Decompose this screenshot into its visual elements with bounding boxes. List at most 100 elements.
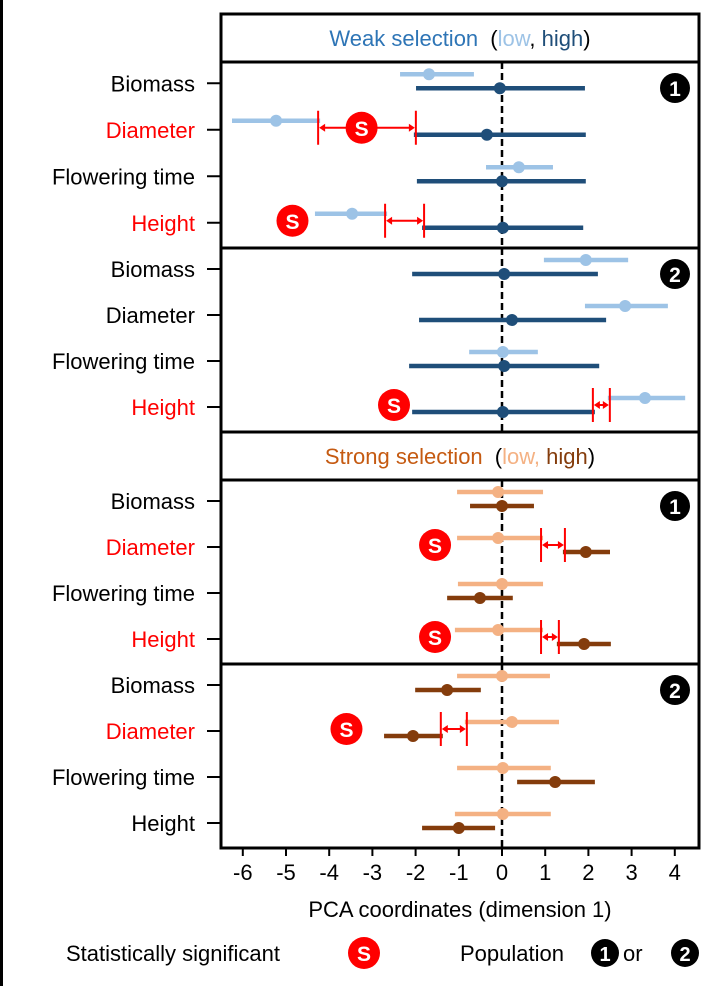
low-mean-point [505, 716, 518, 728]
high-mean-point [549, 776, 562, 788]
significance-marker-text: S [285, 211, 299, 234]
low-mean-point [492, 624, 505, 636]
high-mean-point [496, 406, 509, 418]
low-mean-point [496, 762, 509, 774]
population-badge [660, 259, 690, 289]
gap-arrowhead-right [408, 123, 415, 132]
trait-row-biomass: Biomass [111, 670, 550, 698]
significance-marker-text: S [428, 535, 442, 558]
high-mean-point [496, 221, 509, 234]
high-mean-point [493, 82, 506, 95]
panel-frame [219, 662, 701, 850]
x-tick-label: -2 [406, 860, 426, 885]
gap-arrowhead-left [386, 216, 393, 225]
weak-sep: , [529, 26, 535, 51]
legend-population-2-text: 2 [679, 944, 690, 966]
low-mean-point [619, 300, 632, 312]
panel-weak-selection-pop-2: 2 Biomass Diameter Flowering time Height S [52, 246, 701, 434]
weak-title-text: Weak selection [329, 26, 478, 51]
low-mean-point [496, 346, 509, 358]
legend-population-1-marker [591, 939, 619, 967]
trait-label: Biomass [111, 257, 195, 282]
legend-significant-marker-text: S [357, 943, 371, 966]
x-tick-label: -4 [319, 860, 339, 885]
trait-label: Flowering time [52, 765, 195, 790]
significance-marker-text: S [355, 118, 369, 141]
panel-strong-selection-pop-1: 1 Biomass Diameter S Flowering time Height S [52, 478, 701, 666]
high-mean-point [578, 638, 591, 650]
legend-population-label: Population [460, 941, 564, 966]
population-badge [660, 675, 690, 705]
high-mean-point [452, 822, 465, 834]
trait-row-biomass: Biomass [111, 254, 629, 282]
legend-significant-marker [348, 937, 380, 969]
x-tick-label: -5 [276, 860, 296, 885]
weak-low-label: low [498, 26, 531, 51]
low-mean-point [422, 68, 435, 81]
panel-frame [219, 478, 701, 666]
x-axis: -6 -5 -4 -3 -2 -1 0 1 2 3 4 [233, 848, 681, 885]
population-badge [660, 73, 690, 103]
low-mean-point [512, 161, 525, 174]
high-mean-point [498, 360, 511, 372]
low-mean-point [346, 207, 359, 220]
x-tick-label: 0 [496, 860, 508, 885]
gap-arrowhead-left [542, 633, 549, 641]
x-tick-label: -1 [449, 860, 469, 885]
high-mean-point [496, 500, 508, 512]
weak-high-label: high [542, 26, 584, 51]
low-mean-point [496, 808, 509, 820]
panel-frame [219, 246, 701, 434]
gap-arrowhead-left [319, 123, 326, 132]
trait-label: Diameter [106, 303, 195, 328]
high-mean-point [498, 268, 511, 280]
x-tick-label: 1 [539, 860, 551, 885]
low-mean-point [496, 578, 508, 590]
low-mean-point [579, 254, 592, 266]
trait-label: Height [131, 211, 195, 236]
low-mean-point [492, 486, 505, 498]
strong-paren-open: ( [495, 444, 503, 469]
trait-label: Biomass [111, 673, 195, 698]
trait-row-flowering-time: Flowering time [52, 346, 600, 374]
trait-label: Flowering time [52, 349, 195, 374]
significance-marker [345, 111, 378, 144]
x-tick-label: 3 [625, 860, 637, 885]
trait-row-flowering-time: Flowering time [52, 161, 586, 189]
panels: 1 Biomass Diameter S Flowering time Height S 2 B… [52, 60, 701, 850]
population-badge-text: 2 [669, 264, 681, 287]
high-mean-point [505, 314, 518, 326]
population-badge [660, 491, 690, 521]
legend-significant-label: Statistically significant [66, 941, 280, 966]
trait-row-biomass: Biomass [111, 486, 544, 514]
trait-row-diameter: Diameter S [106, 712, 560, 746]
low-mean-point [496, 670, 508, 682]
trait-row-diameter: Diameter [106, 300, 668, 328]
weak-header-title: Weak selection (low, high) [329, 26, 590, 51]
population-badge-text: 1 [669, 78, 681, 101]
gap-arrowhead-right [551, 633, 558, 641]
low-mean-point [270, 114, 283, 127]
high-mean-point [480, 128, 493, 141]
legend-population-1-text: 1 [599, 944, 610, 966]
trait-row-flowering-time: Flowering time [52, 578, 544, 606]
strong-header-title: Strong selection (low, high) [325, 444, 595, 469]
trait-label: Diameter [106, 535, 195, 560]
strong-title-text: Strong selection [325, 444, 483, 469]
trait-label: Height [131, 811, 195, 836]
significance-marker-text: S [387, 395, 401, 418]
panel-weak-selection-pop-1: 1 Biomass Diameter S Flowering time Height S [52, 60, 701, 250]
strong-high-label: high [546, 444, 588, 469]
significance-marker [419, 621, 452, 653]
trait-row-height: Height S [131, 620, 611, 654]
trait-row-height: Height S [131, 388, 686, 422]
weak-paren-close: ) [583, 26, 590, 51]
legend: Statistically significant S Population 1… [66, 937, 699, 969]
trait-row-height: Height S [131, 203, 584, 238]
gap-arrowhead-right [602, 401, 609, 409]
low-mean-point [638, 392, 651, 404]
significance-marker [330, 713, 363, 745]
significance-marker-text: S [428, 627, 442, 650]
high-mean-point [441, 684, 454, 696]
trait-row-diameter: Diameter S [106, 528, 610, 562]
